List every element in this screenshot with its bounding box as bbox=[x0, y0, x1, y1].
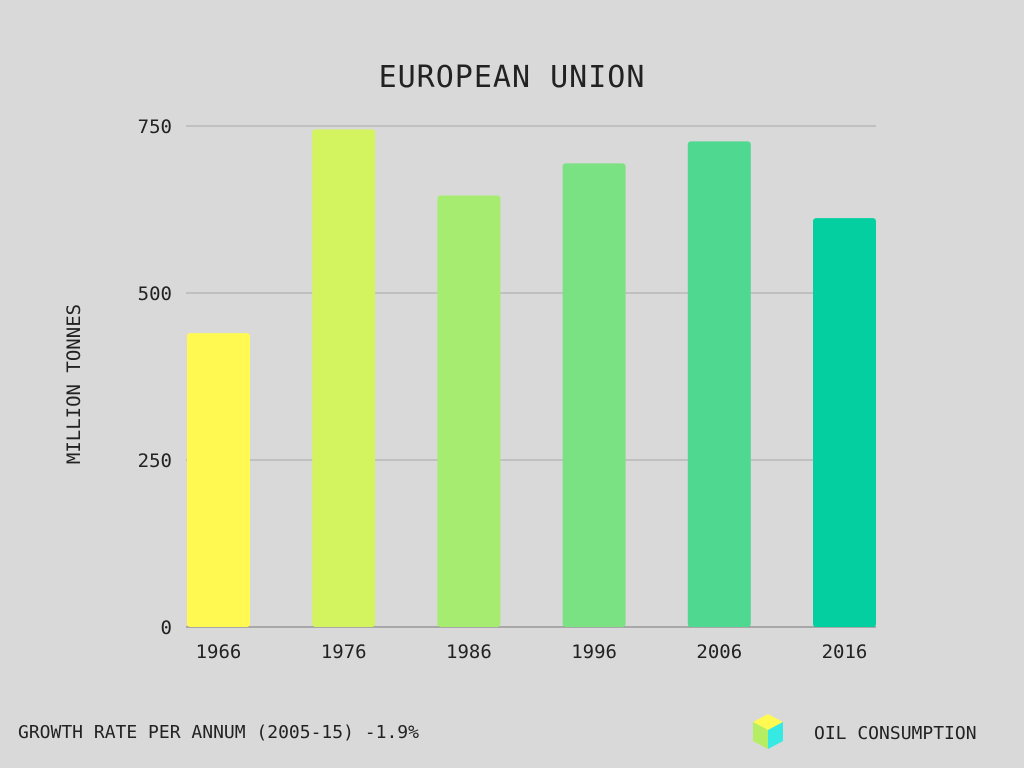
bar-1996 bbox=[562, 163, 626, 627]
y-axis-ticks: 0 250 500 750 bbox=[138, 116, 172, 639]
bar-2016 bbox=[813, 218, 876, 627]
x-tick-label: 2016 bbox=[822, 641, 868, 663]
grid-lines bbox=[186, 125, 876, 628]
bars bbox=[187, 129, 876, 628]
cube-icon bbox=[753, 714, 783, 749]
bar-1966 bbox=[187, 333, 250, 627]
x-tick-label: 1976 bbox=[321, 641, 367, 663]
bar-1976 bbox=[312, 129, 376, 627]
y-tick-label: 750 bbox=[138, 116, 172, 138]
legend: OIL CONSUMPTION bbox=[753, 714, 977, 749]
x-tick-label: 1966 bbox=[196, 641, 242, 663]
chart-title: EUROPEAN UNION bbox=[379, 60, 646, 95]
y-tick-label: 0 bbox=[161, 617, 172, 639]
y-tick-label: 250 bbox=[138, 450, 172, 472]
legend-label: OIL CONSUMPTION bbox=[814, 723, 977, 744]
y-tick-label: 500 bbox=[138, 283, 172, 305]
bar-1986 bbox=[437, 195, 501, 628]
x-tick-label: 2006 bbox=[696, 641, 742, 663]
bar-2006 bbox=[687, 141, 751, 627]
y-axis-label: MILLION TONNES bbox=[63, 304, 85, 464]
x-tick-label: 1986 bbox=[446, 641, 492, 663]
x-axis-ticks: 1966 1976 1986 1996 2006 2016 bbox=[196, 641, 868, 663]
growth-rate-note: GROWTH RATE PER ANNUM (2005-15) -1.9% bbox=[18, 722, 419, 743]
x-tick-label: 1996 bbox=[571, 641, 617, 663]
